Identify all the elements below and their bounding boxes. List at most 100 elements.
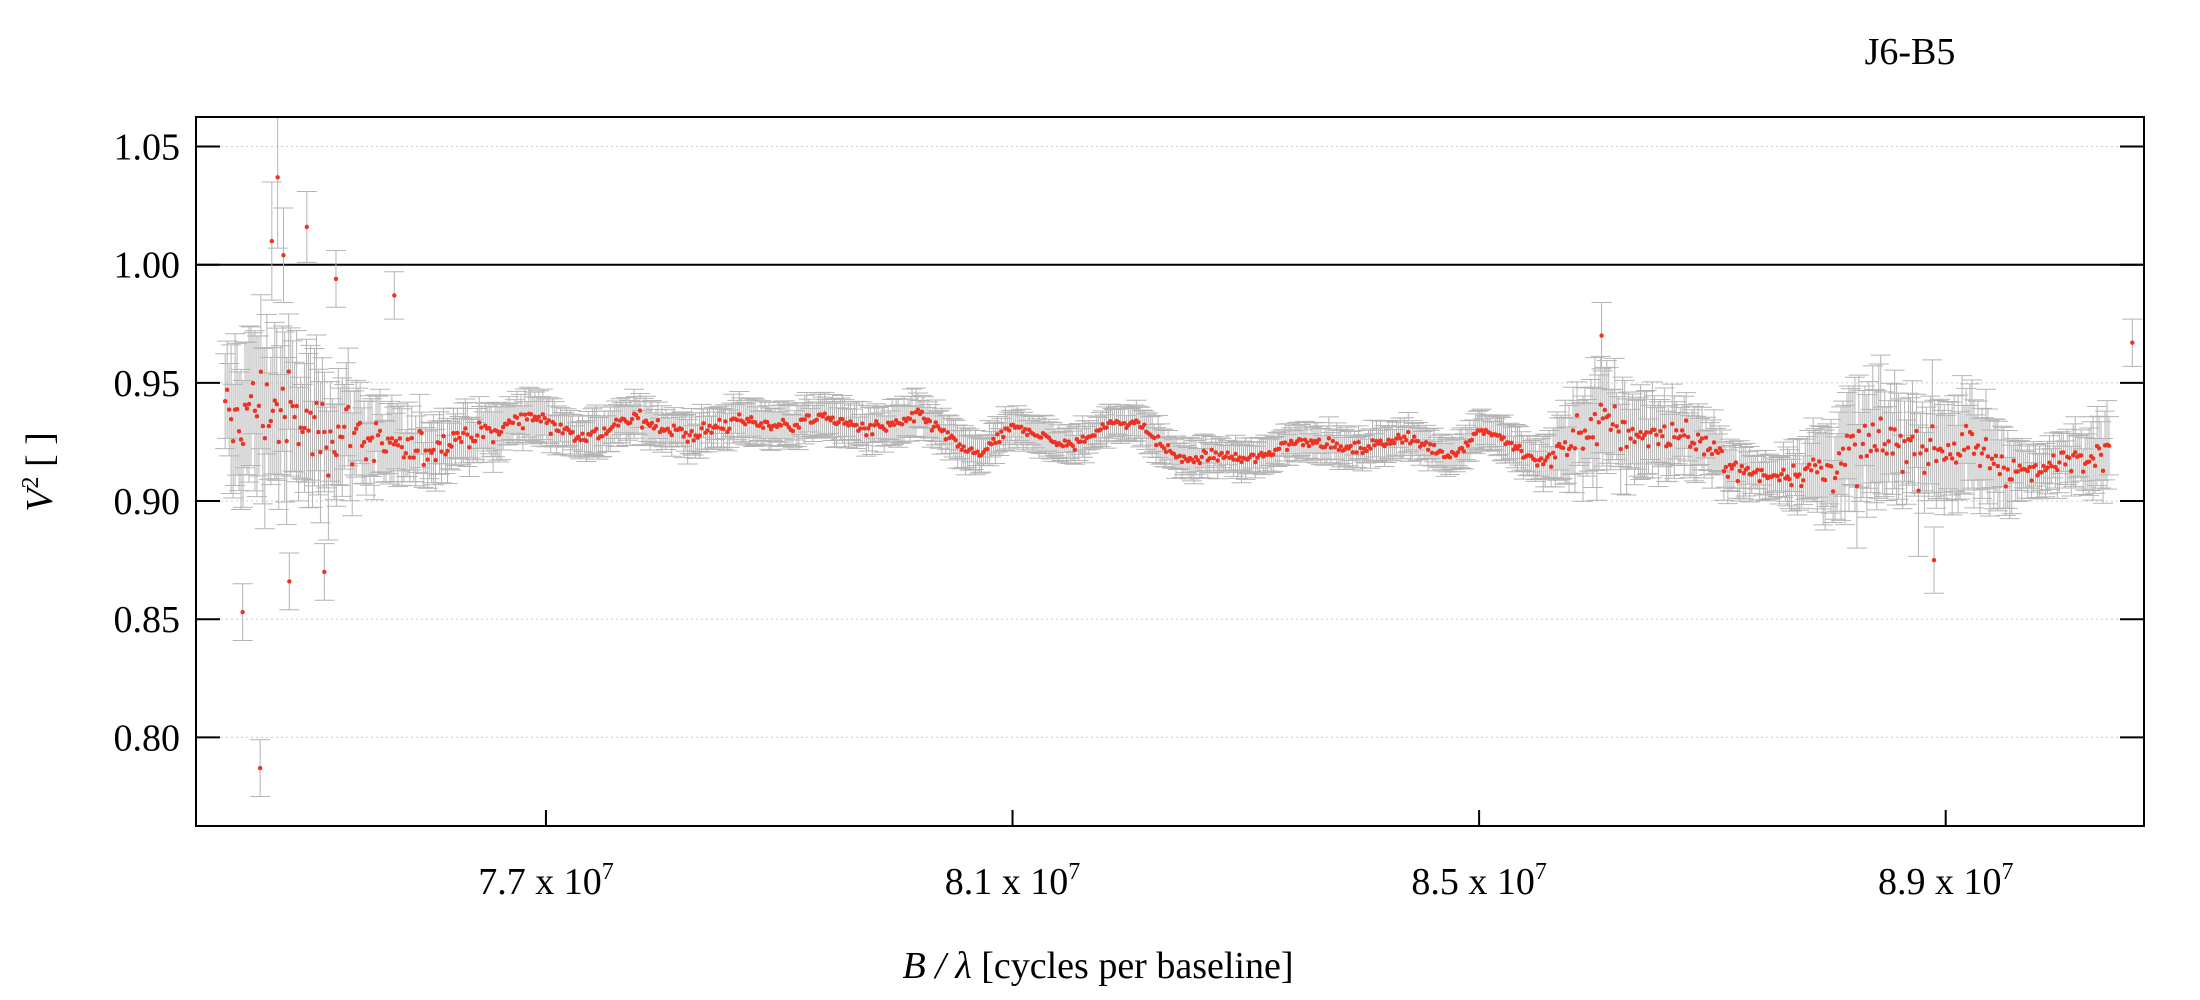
data-point <box>2081 469 2086 474</box>
data-point <box>959 447 964 452</box>
data-point <box>683 430 688 436</box>
data-point <box>721 426 726 432</box>
data-point <box>883 428 889 433</box>
data-point <box>2027 464 2032 470</box>
data-point <box>727 426 732 431</box>
data-point <box>1999 454 2005 459</box>
data-point <box>389 436 395 441</box>
data-point <box>1959 432 1965 437</box>
data-point <box>334 452 339 458</box>
data-point <box>556 428 561 434</box>
data-point <box>749 415 754 420</box>
data-point <box>1985 454 1991 459</box>
data-point <box>300 429 305 435</box>
data-point <box>665 426 671 431</box>
data-point <box>1338 444 1343 449</box>
data-point <box>715 425 720 430</box>
data-point <box>1646 444 1651 449</box>
x-ticks: 7.7 x 107 8.1 x 107 8.5 x 107 8.9 x 107 <box>478 810 2013 903</box>
data-point <box>1711 440 1717 445</box>
data-point <box>1644 430 1649 435</box>
data-point <box>1828 464 1834 469</box>
data-point <box>1378 438 1383 443</box>
data-point <box>1926 461 1931 467</box>
data-point <box>1735 478 1740 484</box>
data-point <box>1358 445 1363 451</box>
data-point <box>276 439 281 445</box>
data-point <box>929 428 935 433</box>
y-tick-label: 0.80 <box>114 717 181 759</box>
data-point <box>1622 419 1627 425</box>
data-point <box>639 425 645 430</box>
data-point <box>1799 483 1804 489</box>
data-point <box>1330 438 1336 444</box>
data-point <box>1818 465 1824 470</box>
data-point <box>633 412 639 418</box>
data-point <box>1024 432 1030 438</box>
data-point <box>2049 464 2054 469</box>
x-tick-label-exponent: 7 <box>1535 859 1547 885</box>
data-point <box>1517 443 1522 449</box>
data-point <box>1277 446 1282 452</box>
data-point <box>1151 435 1157 441</box>
data-point <box>991 436 996 441</box>
data-point <box>308 410 313 415</box>
data-point <box>1957 453 1963 458</box>
data-point <box>1582 428 1588 433</box>
data-point <box>1979 451 1985 456</box>
data-point <box>1789 482 1794 488</box>
data-point <box>1858 454 1864 460</box>
data-point <box>1969 431 1975 437</box>
data-point <box>1386 437 1391 443</box>
data-point <box>419 430 424 436</box>
data-point <box>316 429 321 435</box>
data-point <box>477 420 482 425</box>
data-point <box>1876 428 1881 434</box>
data-point <box>411 455 416 460</box>
data-point <box>401 455 407 460</box>
data-point <box>1924 447 1929 453</box>
data-point <box>256 403 262 409</box>
data-point <box>588 432 593 437</box>
data-point <box>846 423 851 428</box>
data-point <box>758 421 764 426</box>
data-point <box>1564 452 1570 458</box>
x-tick-label-exponent: 7 <box>602 859 614 885</box>
data-point <box>431 447 436 452</box>
x-tick-label-mantissa: 8.1 x 10 <box>945 861 1069 903</box>
data-point <box>1501 435 1506 440</box>
data-point <box>516 421 522 427</box>
data-point <box>1211 456 1216 461</box>
data-point <box>1949 456 1955 461</box>
data-point <box>2130 340 2135 345</box>
data-point <box>1983 436 1989 442</box>
data-point <box>1348 443 1353 449</box>
data-point <box>2086 459 2092 464</box>
data-point <box>1922 470 1927 476</box>
data-point <box>1509 440 1514 446</box>
data-point <box>1931 557 1937 563</box>
data-point <box>1947 452 1953 457</box>
data-point <box>250 381 256 386</box>
data-point <box>1932 446 1937 451</box>
data-point <box>768 427 774 432</box>
data-point <box>1912 451 1917 457</box>
data-point <box>1854 484 1860 489</box>
data-point <box>244 406 250 411</box>
data-point <box>1142 422 1147 427</box>
data-point <box>1672 434 1677 440</box>
data-point <box>451 430 456 436</box>
data-point <box>1916 488 1921 493</box>
data-point <box>520 426 526 431</box>
data-point <box>1233 451 1238 457</box>
data-point <box>1060 443 1066 449</box>
data-point <box>969 446 974 451</box>
data-point <box>281 253 286 258</box>
data-point <box>326 473 331 478</box>
data-point <box>1259 450 1264 456</box>
data-point <box>264 382 270 387</box>
data-point <box>357 420 363 426</box>
data-point <box>806 413 811 418</box>
data-point <box>465 432 470 437</box>
data-point <box>1892 427 1897 432</box>
